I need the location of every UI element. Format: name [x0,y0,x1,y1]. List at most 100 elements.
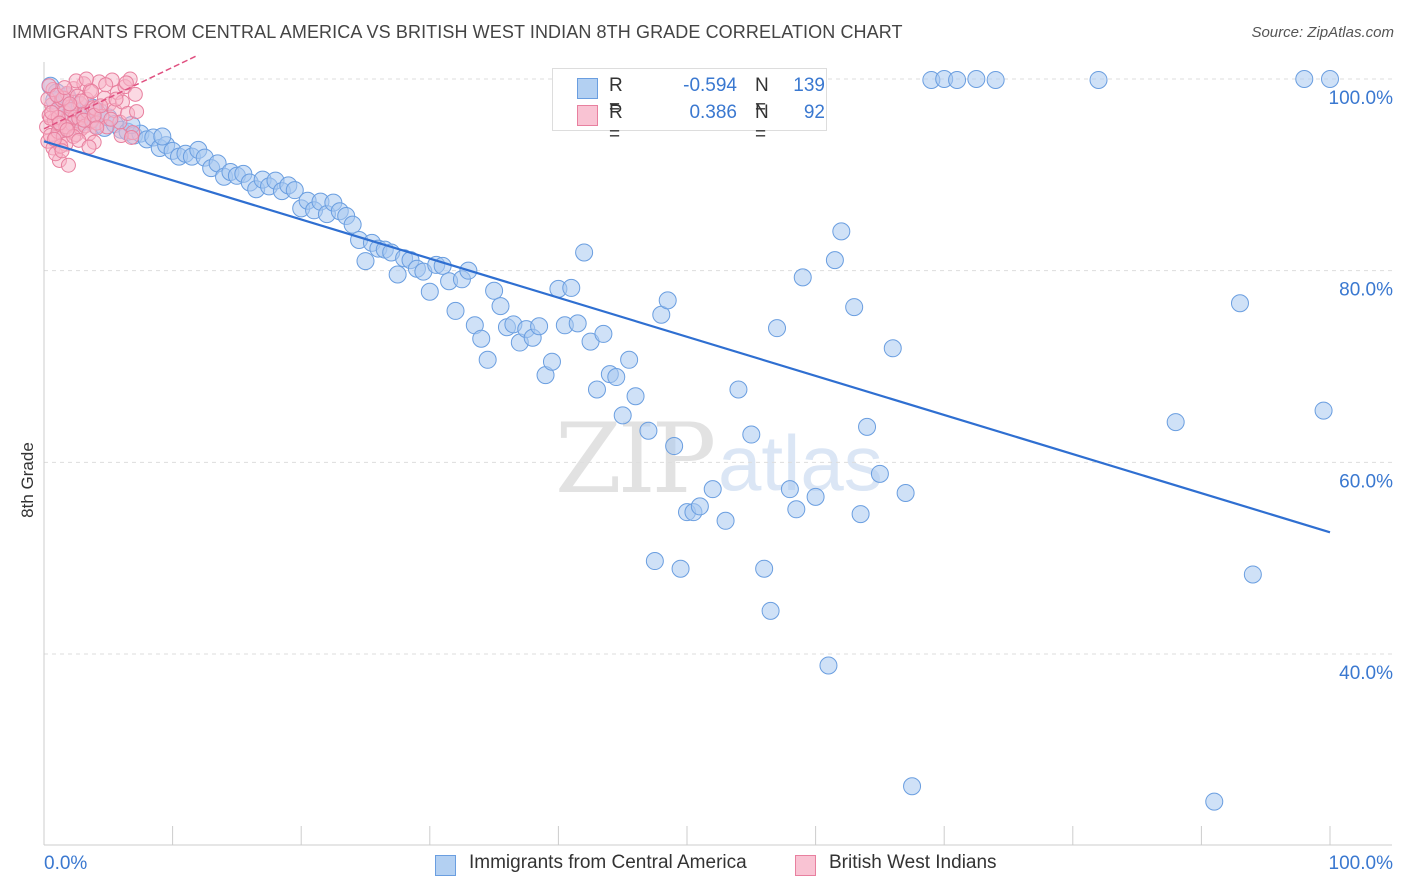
y-tick-label: 100.0% [1329,88,1394,109]
data-point-central-america [883,339,902,358]
data-point-central-america [793,268,812,287]
data-point-central-america [620,350,639,369]
data-point-british-west-indians [129,104,145,120]
data-point-central-america [1230,294,1249,313]
data-point-central-america [896,484,915,502]
data-point-central-america [1314,401,1333,420]
data-point-british-west-indians [108,91,124,107]
data-point-central-america [626,387,645,406]
data-point-central-america [613,406,632,425]
y-tick-label: 80.0% [1339,280,1393,301]
data-point-central-america [446,301,465,320]
data-point-central-america [903,777,922,796]
data-point-central-america [806,487,825,506]
data-point-central-america [729,380,748,399]
data-point-central-america [491,297,510,316]
y-axis-title: 8th Grade [18,442,37,518]
data-point-central-america [1205,792,1224,811]
data-point-british-west-indians [103,111,119,127]
data-point-british-west-indians [81,139,97,155]
data-point-central-america [716,511,735,530]
data-point-central-america [1089,70,1108,89]
data-point-central-america [819,656,838,675]
data-point-central-america [755,559,774,578]
data-point-british-west-indians [44,105,60,121]
data-point-central-america [153,127,172,146]
bottom-legend-label: British West Indians [829,852,997,873]
data-point-central-america [285,181,304,200]
data-point-central-america [825,251,844,270]
legend-swatch-pink [577,105,598,126]
data-point-central-america [645,552,664,571]
legend-r-value: -0.594 [683,75,737,96]
data-point-central-america [851,505,870,524]
data-point-central-america [542,352,561,371]
bottom-legend-swatch-pink [795,855,816,876]
tick-labels: 40.0% 60.0% 80.0% 100.0% 0.0% 100.0% [44,88,1393,874]
data-point-british-west-indians [84,83,100,99]
legend-r-value: 0.386 [689,102,737,123]
grid [44,78,1392,655]
data-point-central-america [742,425,761,444]
data-point-central-america [575,243,594,262]
data-point-central-america [703,480,722,499]
data-point-central-america [665,437,684,456]
data-point-british-west-indians [78,71,94,87]
legend-n-value: 139 [793,75,825,96]
data-point-central-america [787,500,806,519]
data-point-central-america [671,559,690,578]
stats-legend: R = -0.594 N = 139 R = 0.386 N = 92 [552,68,827,145]
data-point-central-america [420,282,439,301]
data-point-central-america [870,464,889,483]
y-tick-label: 40.0% [1339,663,1393,684]
watermark-zip: ZIP [555,403,714,515]
data-point-central-america [562,278,581,297]
legend-n-value: 92 [803,102,825,123]
data-point-british-west-indians [57,80,73,96]
data-point-central-america [388,265,407,284]
legend-n-label: N = [755,102,769,145]
x-tick-label: 0.0% [44,853,87,874]
data-point-central-america [1321,70,1339,88]
series-british-west-indians-points [39,71,145,173]
x-tick-label: 100.0% [1329,853,1394,874]
trend-lines [43,54,1331,534]
legend-n-label: N = [755,75,769,118]
data-point-central-america [343,215,362,234]
data-point-central-america [1243,565,1262,584]
data-point-central-america [530,317,549,336]
bottom-legend-swatch-blue [435,855,456,876]
axes [43,62,1392,846]
data-point-central-america [948,70,967,89]
data-point-central-america [639,421,658,440]
data-point-british-west-indians [118,75,134,91]
data-point-central-america [858,417,877,436]
data-point-central-america [485,281,504,300]
data-point-central-america [832,222,851,241]
data-point-central-america [690,497,709,516]
trend-line-central-america [43,140,1331,534]
data-point-british-west-indians [59,122,75,138]
data-point-british-west-indians [93,98,109,114]
data-point-central-america [607,368,626,387]
watermark: ZIP atlas [555,403,883,515]
data-point-central-america [845,298,864,317]
data-point-central-america [1295,70,1314,88]
y-tick-label: 60.0% [1339,471,1393,492]
legend-r-label: R = [609,75,623,118]
chart-title: IMMIGRANTS FROM CENTRAL AMERICA VS BRITI… [12,22,903,42]
data-point-british-west-indians [127,86,143,102]
data-point-central-america [568,314,587,333]
data-point-central-america [986,70,1005,89]
data-point-british-west-indians [60,157,76,173]
data-point-british-west-indians [98,77,114,93]
data-point-central-america [594,324,613,343]
data-point-central-america [658,291,677,310]
data-point-central-america [761,601,780,620]
bottom-legend-label: Immigrants from Central America [469,852,747,873]
trend-line-british-west-indians [43,54,199,130]
legend-swatch-blue [577,78,598,99]
data-point-central-america [967,70,986,88]
data-point-british-west-indians [62,96,78,112]
